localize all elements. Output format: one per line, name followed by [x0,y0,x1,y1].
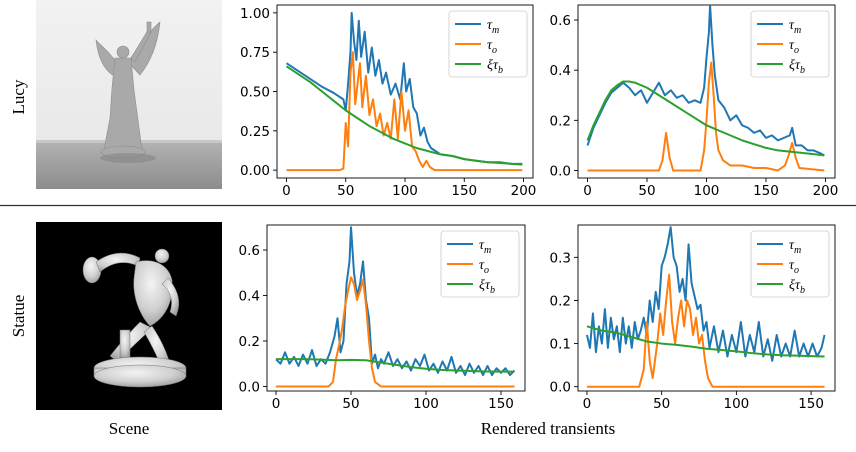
row-label-lucy: Lucy [9,79,28,114]
y-tick-label: 0.2 [550,293,571,309]
legend-label-xi-tau-b: ξτb [789,278,805,296]
series-line-tau-o [286,51,523,172]
x-tick-label: 150 [451,183,477,199]
x-tick-label: 50 [342,396,359,412]
y-tick-label: 0.25 [240,124,270,140]
legend-box [448,10,528,78]
series-line-xi-tau-b [276,358,515,373]
legend-label-tau-m: τm [789,18,801,36]
chart-statue-1: 0 50 100 150 0.0 0.2 0.4 0.6 τm τo ξτb [239,224,526,412]
x-tick-label: 0 [272,396,281,412]
y-tick-label: 0.75 [240,45,270,61]
legend-label-tau-m: τm [789,238,801,256]
legend-label-tau-m: τm [487,18,499,36]
y-tick-label: 0.4 [239,288,260,304]
series-line-tau-m [586,5,825,157]
x-tick-label: 150 [753,183,779,199]
legend-box [750,230,830,298]
series-line-xi-tau-b [586,325,825,358]
x-tick-label: 100 [694,183,720,199]
y-tick-label: 0.3 [550,250,571,266]
x-tick-label: 100 [723,396,749,412]
chart-statue-2: 0 50 100 150 0.0 0.1 0.2 0.3 τm τo ξτb [550,224,836,412]
series-line-tau-m [585,226,826,362]
x-tick-label: 200 [813,183,839,199]
y-tick-label: 0.1 [550,337,571,353]
y-tick-label: 1.00 [240,6,270,22]
x-tick-label: 100 [392,183,418,199]
series-line-tau-o [587,61,825,172]
chart-lucy-1: 0 50 100 150 200 0.00 0.25 0.50 0.75 1.00 τm τo ξτb [240,4,537,199]
legend-box [440,230,520,298]
charts: 0 50 100 150 2000.000.250.500.751.00τmτoξτb0… [239,4,839,412]
chart-lucy-2: 0 50 100 150 200 0.0 0.2 0.4 0.6 τm τo ξτb [550,4,839,199]
series-line-tau-o [276,276,515,388]
legend-label-xi-tau-b: ξτb [479,278,495,296]
y-tick-label: 0.2 [550,113,571,129]
y-tick-label: 0.4 [550,63,571,79]
x-tick-label: 0 [583,396,592,412]
series-line-xi-tau-b [285,65,523,166]
legend-box [750,10,830,78]
legend-label-tau-m: τm [479,238,491,256]
legend-label-tau-o: τo [789,258,799,276]
transients-label: Rendered transients [481,419,616,438]
y-tick-label: 0.50 [240,85,270,101]
legend-label-xi-tau-b: ξτb [487,58,503,76]
y-tick-label: 0.6 [239,243,260,259]
legend-label-xi-tau-b: ξτb [789,58,805,76]
y-tick-label: 0.6 [550,13,571,29]
x-tick-label: 150 [488,396,514,412]
scene-label: Scene [109,419,150,438]
series-line-xi-tau-b [586,80,825,157]
x-tick-label: 200 [511,183,537,199]
y-tick-label: 0.0 [239,379,260,395]
y-tick-label: 0.00 [240,163,270,179]
legend-label-tau-o: τo [487,38,497,56]
statue-scene-image [36,222,222,410]
x-tick-label: 150 [798,396,824,412]
x-tick-label: 0 [583,183,592,199]
y-tick-label: 0.2 [239,334,260,350]
x-tick-label: 50 [337,183,354,199]
lucy-scene-image [36,0,222,189]
x-tick-label: 0 [282,183,291,199]
y-tick-label: 0.0 [550,380,571,396]
x-tick-label: 50 [638,183,655,199]
x-tick-label: 100 [413,396,439,412]
legend-label-tau-o: τo [789,38,799,56]
row-label-statue: Statue [9,295,28,338]
legend-label-tau-o: τo [479,258,489,276]
series-line-tau-o [586,273,825,388]
y-tick-label: 0.0 [550,163,571,179]
x-tick-label: 50 [653,396,670,412]
